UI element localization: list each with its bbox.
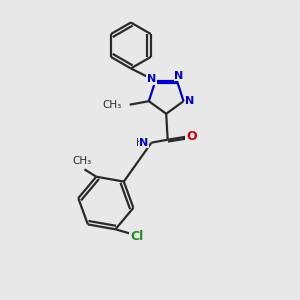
- Text: H: H: [136, 138, 144, 148]
- Text: N: N: [174, 71, 183, 81]
- Text: O: O: [186, 130, 196, 143]
- Text: N: N: [139, 138, 148, 148]
- Text: CH₃: CH₃: [102, 100, 122, 110]
- Text: CH₃: CH₃: [72, 156, 91, 166]
- Text: N: N: [185, 96, 195, 106]
- Text: N: N: [147, 74, 156, 84]
- Text: Cl: Cl: [130, 230, 143, 243]
